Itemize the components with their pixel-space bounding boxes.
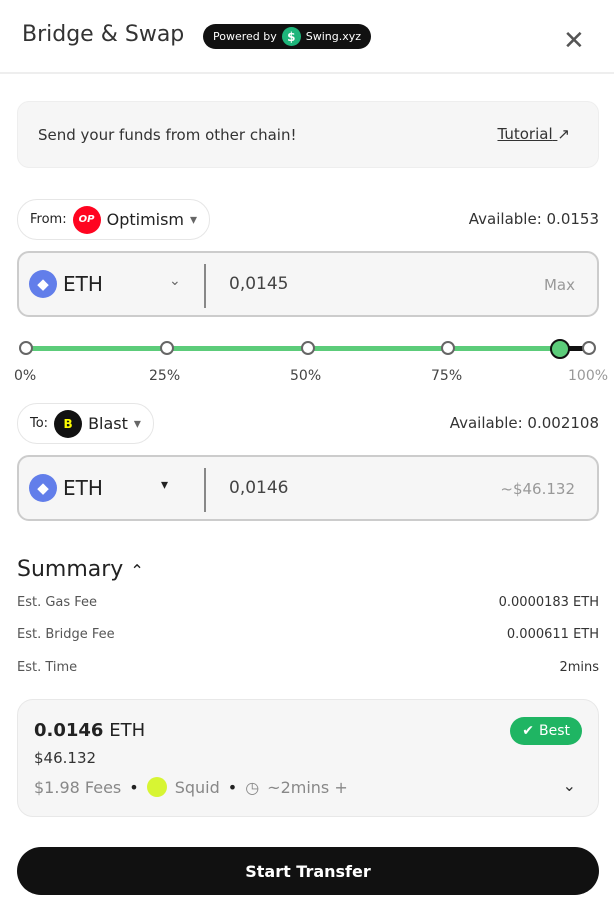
- check-circle-icon: ✔: [522, 723, 534, 739]
- from-token-box: ◆ ETH ⌄ 0,0145 Max: [17, 251, 599, 317]
- blast-logo-icon: B: [54, 409, 83, 438]
- slider-thumb[interactable]: [550, 339, 570, 359]
- powered-by-badge[interactable]: Powered by $ Swing.xyz: [203, 24, 372, 49]
- summary-row: Est. Time 2mins: [17, 660, 599, 675]
- from-token[interactable]: ETH: [63, 272, 103, 296]
- route-time: ~2mins +: [267, 777, 348, 797]
- start-transfer-button[interactable]: Start Transfer: [17, 847, 599, 895]
- eth-logo-icon: ◆: [29, 474, 57, 502]
- tick-label: 75%: [431, 368, 463, 384]
- slider-stop-100[interactable]: [582, 341, 596, 355]
- divider: [204, 264, 206, 308]
- chevron-down-icon: ▾: [133, 415, 141, 432]
- row-value: 0.000611 ETH: [506, 627, 599, 642]
- chevron-up-icon: ⌃: [130, 561, 144, 580]
- close-icon[interactable]: ✕: [563, 26, 585, 56]
- arrow-up-right-icon: ↗: [557, 125, 570, 143]
- best-badge: ✔ Best: [510, 717, 582, 745]
- tick-label: 50%: [290, 368, 322, 384]
- row-label: Est. Bridge Fee: [17, 627, 115, 642]
- route-usd: $46.132: [34, 749, 97, 767]
- route-provider: Squid: [174, 777, 220, 797]
- chevron-down-icon[interactable]: ⌄: [562, 776, 576, 795]
- summary-row: Est. Bridge Fee 0.000611 ETH: [17, 627, 599, 642]
- swing-logo-icon: $: [281, 27, 301, 46]
- chevron-down-icon[interactable]: ▾: [161, 477, 169, 493]
- header: Bridge & Swap Powered by $ Swing.xyz ✕: [0, 0, 614, 74]
- from-label: From:: [30, 212, 67, 227]
- squid-logo-icon: [146, 777, 167, 797]
- route-meta: $1.98 Fees • Squid • ◷ ~2mins +: [34, 777, 348, 797]
- to-label: To:: [30, 416, 49, 431]
- divider: [204, 468, 206, 512]
- chevron-down-icon[interactable]: ⌄: [169, 273, 181, 289]
- tick-label: 100%: [568, 368, 609, 384]
- tick-label: 25%: [149, 368, 181, 384]
- info-banner: Send your funds from other chain! Tutori…: [17, 101, 599, 168]
- tutorial-label: Tutorial: [497, 125, 553, 143]
- summary-toggle[interactable]: Summary ⌃: [17, 557, 144, 582]
- slider-remaining: [560, 346, 590, 351]
- badge-label: Best: [538, 723, 570, 739]
- row-value: 0.0000183 ETH: [498, 595, 599, 610]
- slider-stop-0[interactable]: [19, 341, 33, 355]
- to-chain-name: Blast: [88, 414, 128, 433]
- from-chain-name: Optimism: [106, 210, 185, 229]
- chevron-down-icon: ▾: [190, 211, 198, 228]
- amount-value: 0.0146: [34, 720, 104, 741]
- row-value: 2mins: [559, 660, 599, 675]
- to-chain-select[interactable]: To: B Blast ▾: [17, 403, 154, 444]
- route-amount: 0.0146 ETH: [34, 720, 145, 741]
- max-button[interactable]: Max: [543, 276, 575, 294]
- powered-by-label: Powered by: [213, 30, 277, 43]
- summary-row: Est. Gas Fee 0.0000183 ETH: [17, 595, 599, 610]
- tutorial-link[interactable]: Tutorial ↗: [497, 125, 570, 143]
- optimism-logo-icon: OP: [72, 205, 101, 234]
- brand-name: Swing.xyz: [305, 30, 362, 43]
- from-amount-input[interactable]: 0,0145: [229, 274, 289, 294]
- to-token-box: ◆ ETH ▾ 0,0146 ~$46.132: [17, 455, 599, 521]
- to-token[interactable]: ETH: [63, 476, 103, 500]
- tick-label: 0%: [14, 368, 37, 384]
- row-label: Est. Time: [17, 660, 78, 675]
- summary-title: Summary: [17, 557, 124, 582]
- slider-stop-50[interactable]: [301, 341, 315, 355]
- page-title: Bridge & Swap: [22, 22, 185, 47]
- eth-logo-icon: ◆: [29, 270, 57, 298]
- amount-unit: ETH: [109, 720, 146, 741]
- to-usd-value: ~$46.132: [500, 480, 575, 498]
- to-available: Available: 0.002108: [449, 414, 599, 432]
- row-label: Est. Gas Fee: [17, 595, 98, 610]
- clock-icon: ◷: [245, 777, 260, 797]
- route-card[interactable]: 0.0146 ETH $46.132 ✔ Best $1.98 Fees • Squ…: [17, 699, 599, 817]
- from-available: Available: 0.0153: [468, 210, 599, 228]
- to-amount: 0,0146: [229, 478, 289, 498]
- from-chain-select[interactable]: From: OP Optimism ▾: [17, 199, 211, 240]
- slider-stop-25[interactable]: [160, 341, 174, 355]
- banner-text: Send your funds from other chain!: [38, 126, 297, 144]
- route-fees: $1.98 Fees: [34, 777, 122, 797]
- slider-stop-75[interactable]: [441, 341, 455, 355]
